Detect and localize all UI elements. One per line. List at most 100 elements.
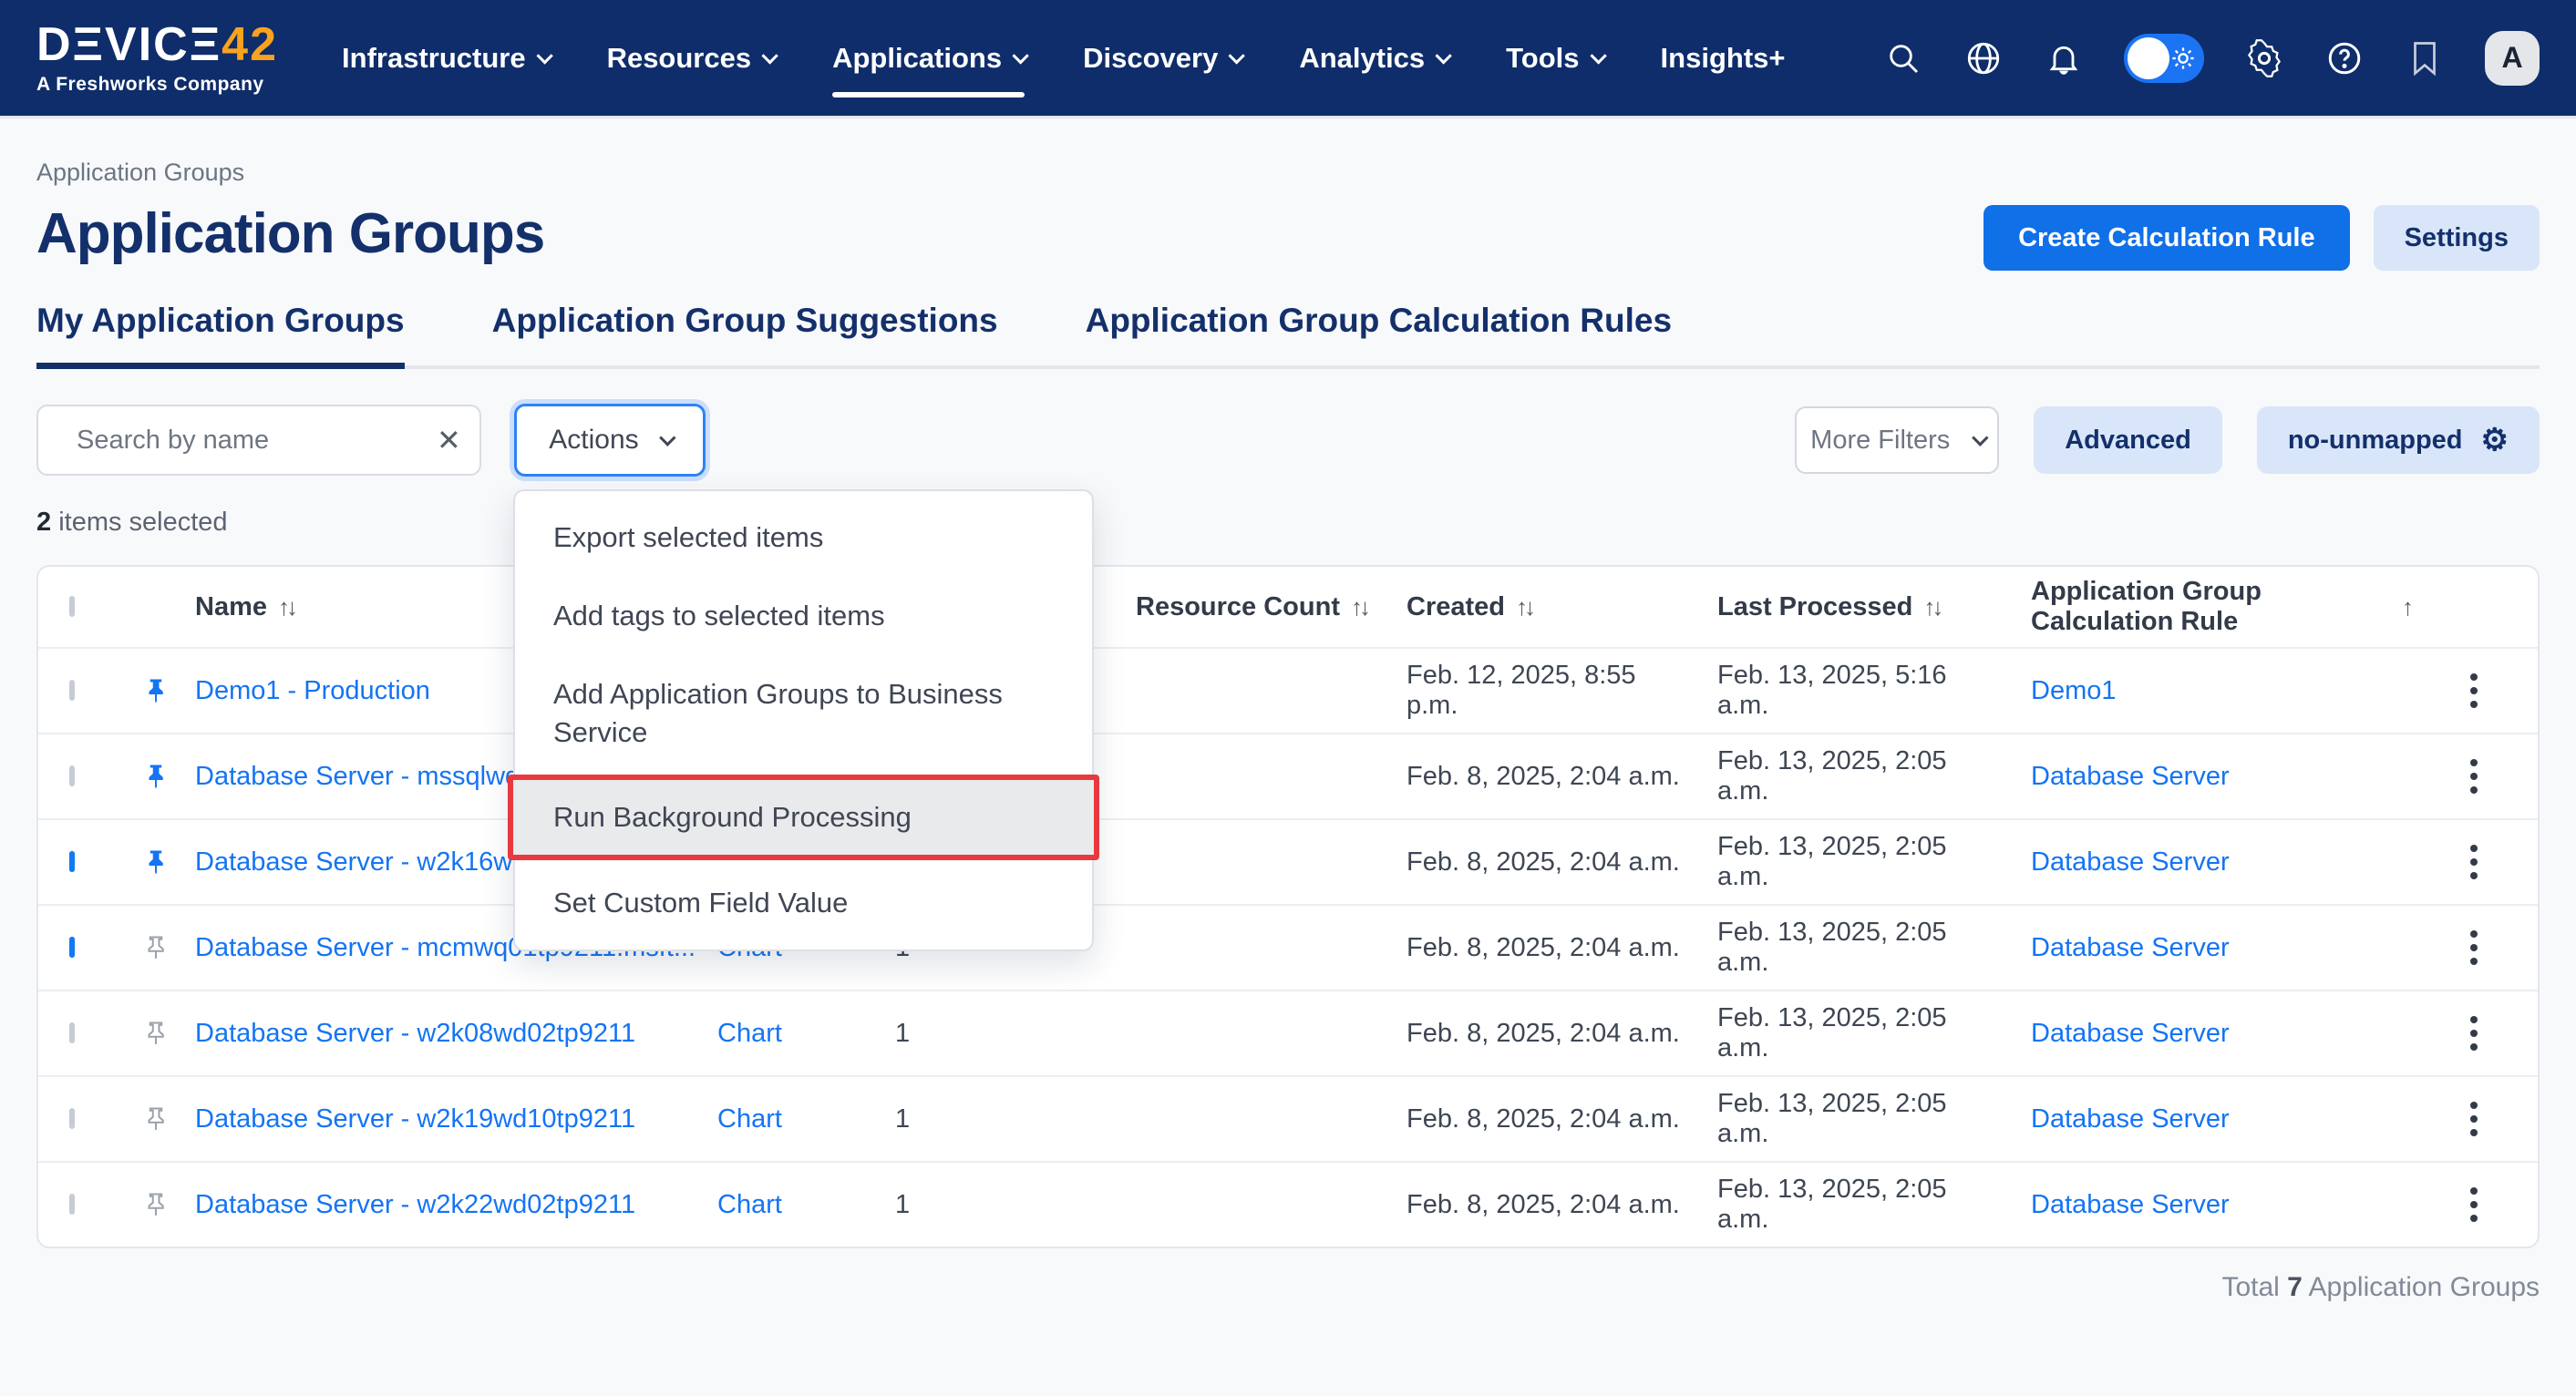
last-processed-value: Feb. 13, 2025, 2:05 a.m.	[1683, 1003, 1994, 1063]
menu-item-run-background-processing[interactable]: Run Background Processing	[508, 775, 1099, 860]
row-actions-kebab-icon[interactable]	[2463, 1094, 2485, 1144]
nav-resources[interactable]: Resources	[607, 0, 775, 118]
globe-icon[interactable]	[1963, 38, 2004, 78]
help-icon[interactable]	[2324, 38, 2365, 78]
tab-application-group-suggestions[interactable]: Application Group Suggestions	[492, 302, 998, 365]
row-actions-kebab-icon[interactable]	[2463, 837, 2485, 887]
application-groups-page: DΞVICΞ42 A Freshworks Company Infrastruc…	[0, 0, 2576, 1396]
column-header-last-processed[interactable]: Last Processed↑↓	[1683, 592, 1994, 622]
table-total: Total 7 Application Groups	[36, 1272, 2540, 1303]
created-value: Feb. 8, 2025, 2:04 a.m.	[1373, 1190, 1683, 1220]
table-row: Database Server - w2k19wd10tp9211 Chart …	[38, 1075, 2538, 1161]
unpin-icon[interactable]	[140, 1103, 171, 1134]
actions-dropdown-button[interactable]: Actions	[514, 404, 706, 477]
table-row: Database Server - w2k22wd02tp9211 Chart …	[38, 1161, 2538, 1247]
row-checkbox[interactable]	[69, 851, 75, 872]
calculation-rule-link[interactable]: Demo1	[2031, 676, 2117, 705]
group-name-link[interactable]: Database Server - w2k22wd02tp9211	[195, 1190, 635, 1219]
created-value: Feb. 8, 2025, 2:04 a.m.	[1373, 762, 1683, 792]
row-checkbox[interactable]	[69, 1108, 75, 1129]
tab-application-group-calculation-rules[interactable]: Application Group Calculation Rules	[1086, 302, 1672, 365]
nav-discovery[interactable]: Discovery	[1083, 0, 1241, 118]
chevron-down-icon	[1013, 47, 1029, 64]
chart-link[interactable]: Chart	[717, 1019, 782, 1048]
column-header-created[interactable]: Created↑↓	[1373, 592, 1683, 622]
bookmark-icon[interactable]	[2405, 38, 2445, 78]
more-filters-dropdown[interactable]: More Filters	[1795, 406, 1999, 474]
pin-icon[interactable]	[140, 675, 171, 706]
group-name-link[interactable]: Database Server - w2k19wd10tp9211	[195, 1104, 635, 1134]
theme-toggle[interactable]	[2124, 34, 2204, 83]
tab-my-application-groups[interactable]: My Application Groups	[36, 302, 405, 365]
row-checkbox[interactable]	[69, 1194, 75, 1215]
column-header-calculation-rule[interactable]: Application Group Calculation Rule↑	[1994, 577, 2410, 637]
chevron-down-icon	[1972, 429, 1988, 446]
row-checkbox[interactable]	[69, 937, 75, 958]
pin-icon[interactable]	[140, 761, 171, 792]
notifications-bell-icon[interactable]	[2044, 38, 2084, 78]
row-checkbox[interactable]	[69, 1022, 75, 1043]
row-actions-kebab-icon[interactable]	[2463, 752, 2485, 801]
settings-gear-icon[interactable]	[2244, 38, 2284, 78]
calculation-rule-link[interactable]: Database Server	[2031, 847, 2230, 877]
nav-infrastructure[interactable]: Infrastructure	[342, 0, 549, 118]
search-icon[interactable]	[1883, 38, 1923, 78]
nav-tools[interactable]: Tools	[1506, 0, 1602, 118]
pin-icon[interactable]	[140, 847, 171, 878]
group-name-link[interactable]: Demo1 - Production	[195, 676, 430, 705]
last-processed-value: Feb. 13, 2025, 2:05 a.m.	[1683, 1175, 1994, 1235]
page-title: Application Groups	[36, 201, 544, 266]
group-name-link[interactable]: Database Server - mssqlwd0	[195, 762, 534, 791]
row-actions-kebab-icon[interactable]	[2463, 1180, 2485, 1229]
row-actions-kebab-icon[interactable]	[2463, 1009, 2485, 1058]
chart-link[interactable]: Chart	[717, 1190, 782, 1219]
page-content: Application Groups Application Groups Cr…	[0, 159, 2576, 1303]
search-box: ✕	[36, 405, 481, 476]
column-header-resource-count[interactable]: Resource Count↑↓	[1132, 592, 1373, 622]
unpin-icon[interactable]	[140, 932, 171, 963]
clear-search-icon[interactable]: ✕	[437, 423, 461, 457]
unpin-icon[interactable]	[140, 1018, 171, 1049]
group-name-link[interactable]: Database Server - w2k08wd02tp9211	[195, 1019, 635, 1048]
nav-insights[interactable]: Insights+	[1661, 0, 1786, 118]
table-row: Demo1 - Production Feb. 12, 2025, 8:55 p…	[38, 647, 2538, 733]
logo-text: DΞVICΞ42	[36, 21, 278, 68]
menu-item-add-to-business-service[interactable]: Add Application Groups to Business Servi…	[515, 655, 1092, 772]
actions-dropdown-menu: Export selected items Add tags to select…	[513, 489, 1094, 951]
saved-view-no-unmapped-button[interactable]: no-unmapped ⚙	[2257, 406, 2540, 474]
row-checkbox[interactable]	[69, 680, 75, 701]
advanced-button[interactable]: Advanced	[2034, 406, 2222, 474]
row-actions-kebab-icon[interactable]	[2463, 923, 2485, 972]
menu-item-add-tags[interactable]: Add tags to selected items	[515, 577, 1092, 655]
chevron-down-icon	[1436, 47, 1452, 64]
navbar-right: A	[1883, 31, 2540, 86]
menu-item-set-custom-field-value[interactable]: Set Custom Field Value	[515, 864, 1092, 942]
chart-link[interactable]: Chart	[717, 1104, 782, 1134]
calculation-rule-link[interactable]: Database Server	[2031, 1190, 2230, 1219]
nav-applications[interactable]: Applications	[832, 0, 1025, 118]
breadcrumb[interactable]: Application Groups	[36, 159, 2540, 187]
create-calculation-rule-button[interactable]: Create Calculation Rule	[1984, 205, 2350, 271]
toolbar-right: More Filters Advanced no-unmapped ⚙	[1795, 406, 2540, 474]
table-row: Database Server - w2k08wd02tp9211 Chart …	[38, 990, 2538, 1075]
device42-logo[interactable]: DΞVICΞ42 A Freshworks Company	[36, 21, 278, 96]
gear-icon[interactable]: ⚙	[2481, 422, 2509, 458]
calculation-rule-link[interactable]: Database Server	[2031, 1019, 2230, 1048]
menu-item-export-selected-items[interactable]: Export selected items	[515, 498, 1092, 577]
row-checkbox[interactable]	[69, 765, 75, 786]
calculation-rule-link[interactable]: Database Server	[2031, 762, 2230, 791]
nav-analytics[interactable]: Analytics	[1299, 0, 1448, 118]
resource-count-value: 1	[895, 1190, 1132, 1220]
unpin-icon[interactable]	[140, 1189, 171, 1220]
user-avatar[interactable]: A	[2485, 31, 2540, 86]
sort-both-icon: ↑↓	[1923, 593, 1940, 621]
settings-button[interactable]: Settings	[2374, 205, 2540, 271]
calculation-rule-link[interactable]: Database Server	[2031, 1104, 2230, 1134]
calculation-rule-link[interactable]: Database Server	[2031, 933, 2230, 962]
row-actions-kebab-icon[interactable]	[2463, 666, 2485, 715]
top-navbar: DΞVICΞ42 A Freshworks Company Infrastruc…	[0, 0, 2576, 118]
last-processed-value: Feb. 13, 2025, 2:05 a.m.	[1683, 832, 1994, 892]
select-all-checkbox[interactable]	[69, 596, 75, 617]
table-row: Database Server - w2k16wq01tp9204 Chart …	[38, 818, 2538, 904]
search-input[interactable]	[77, 426, 420, 456]
